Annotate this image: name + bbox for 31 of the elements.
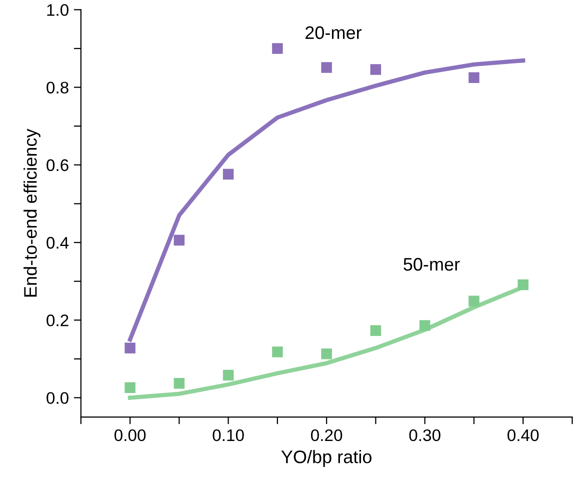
point: [174, 234, 185, 246]
point: [124, 382, 136, 393]
point: [370, 64, 382, 75]
point: [518, 279, 528, 290]
point: [468, 72, 480, 83]
y-tick-label: 0.8: [46, 82, 68, 94]
point: [222, 370, 234, 381]
y-tick-label: 1.0: [47, 4, 68, 16]
x-axis-title: YO/bp ratio: [281, 450, 372, 467]
point: [321, 62, 332, 73]
point: [321, 348, 332, 360]
series-label: 50-mer: [404, 258, 460, 271]
point: [174, 378, 185, 389]
y-tick-label: 0.6: [46, 159, 68, 172]
y-tick-label: 0.2: [46, 314, 68, 326]
y-axis-title: End-to-end efficiency: [24, 128, 40, 297]
point: [419, 320, 430, 331]
x-tick-label: 0.10: [212, 429, 244, 442]
x-tick-label: 0.20: [311, 429, 342, 442]
point: [370, 325, 382, 336]
y-tick-label: 0.4: [46, 236, 69, 249]
point: [272, 346, 283, 358]
point: [272, 43, 283, 54]
point: [222, 168, 234, 180]
x-tick-label: 0.40: [508, 429, 539, 442]
x-tick-label: 0.00: [114, 429, 146, 442]
y-tick-label: 0.0: [46, 392, 68, 404]
x-tick-label: 0.30: [409, 429, 440, 442]
point: [468, 296, 480, 306]
point: [124, 342, 136, 354]
series-label: 20-mer: [306, 26, 362, 40]
